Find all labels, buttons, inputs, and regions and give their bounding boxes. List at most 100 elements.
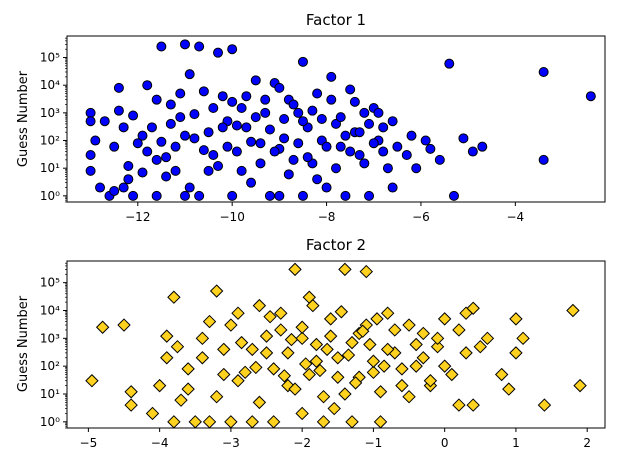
data-point [331, 163, 341, 174]
data-point [249, 360, 263, 375]
data-point [227, 96, 238, 107]
data-point [269, 146, 280, 157]
data-point [236, 102, 247, 113]
data-point [238, 365, 252, 380]
data-point [316, 415, 331, 429]
data-point [259, 346, 274, 360]
data-point [312, 88, 323, 99]
data-point [452, 398, 466, 412]
data-point [466, 398, 480, 412]
data-point [90, 135, 101, 146]
data-point [181, 382, 195, 396]
chart-title: Factor 1 [306, 11, 366, 29]
data-point [411, 163, 422, 174]
data-point [118, 122, 129, 133]
data-point [359, 264, 373, 279]
data-point [217, 122, 228, 133]
data-point [252, 395, 267, 410]
data-point [146, 122, 157, 133]
data-point [516, 331, 530, 346]
data-point [145, 406, 160, 421]
data-point [420, 135, 431, 146]
data-point [231, 374, 245, 388]
data-point [416, 326, 430, 341]
data-point [117, 318, 131, 332]
x-tick-label: −3 [222, 436, 240, 450]
data-point [198, 145, 209, 156]
x-tick-label: −10 [220, 210, 245, 224]
data-point [312, 174, 323, 185]
data-point [538, 154, 549, 165]
data-point [181, 362, 195, 376]
data-point [473, 339, 488, 354]
y-tick-label: 10¹ [40, 161, 60, 175]
data-point [378, 122, 389, 133]
data-point [331, 370, 345, 384]
data-point [340, 130, 351, 141]
data-point [124, 398, 138, 412]
x-axis-ticks: −12 −10 −8 −6 −4 [125, 202, 524, 224]
data-point [179, 130, 190, 141]
data-point [288, 99, 299, 110]
data-point [241, 91, 252, 102]
data-point [297, 116, 308, 127]
data-point [281, 346, 295, 360]
data-point [309, 354, 324, 368]
data-point [288, 262, 302, 277]
data-point [184, 69, 195, 80]
data-point [255, 158, 266, 169]
data-point [245, 342, 259, 357]
data-point [189, 133, 200, 144]
data-point [213, 161, 224, 172]
data-point [152, 378, 167, 393]
data-point [364, 118, 375, 129]
data-point [345, 146, 356, 157]
data-point [137, 167, 148, 178]
data-point [437, 359, 452, 373]
data-point [124, 385, 138, 399]
data-point [430, 331, 445, 346]
data-point [222, 141, 233, 152]
y-tick-label: 10¹ [40, 387, 60, 401]
data-point [109, 141, 120, 152]
data-point [380, 306, 395, 320]
data-point [573, 378, 587, 393]
data-point [345, 84, 356, 95]
data-point [437, 312, 452, 326]
data-point [151, 94, 162, 105]
data-point [423, 374, 438, 388]
data-point [266, 415, 281, 429]
y-tick-label: 10⁵ [40, 276, 60, 290]
data-point [123, 161, 134, 172]
data-point [174, 393, 188, 407]
x-axis-ticks: −5 −4 −3 −2 −1 0 1 2 [80, 428, 591, 450]
data-point [224, 415, 238, 429]
data-point [277, 369, 292, 383]
data-point [85, 374, 99, 388]
data-point [326, 94, 337, 105]
x-tick-label: −5 [80, 436, 98, 450]
data-point [331, 118, 341, 129]
data-point [142, 80, 153, 91]
y-tick-label: 10⁴ [40, 78, 60, 92]
data-point [401, 149, 412, 160]
data-point [161, 152, 172, 163]
data-point [245, 415, 259, 429]
data-point [109, 185, 120, 196]
data-point [227, 44, 238, 55]
data-point [509, 312, 523, 326]
data-point [203, 127, 214, 138]
data-point [179, 190, 190, 201]
y-tick-label: 10⁴ [40, 303, 60, 317]
x-tick-label: −2 [293, 436, 311, 450]
data-point [194, 41, 205, 52]
data-point [392, 141, 403, 152]
data-point [395, 362, 409, 376]
data-point [406, 130, 417, 141]
data-point [241, 122, 252, 133]
data-point [309, 337, 324, 352]
data-point [466, 301, 480, 315]
data-point [203, 165, 214, 176]
data-point [327, 401, 341, 416]
data-point [170, 141, 181, 152]
